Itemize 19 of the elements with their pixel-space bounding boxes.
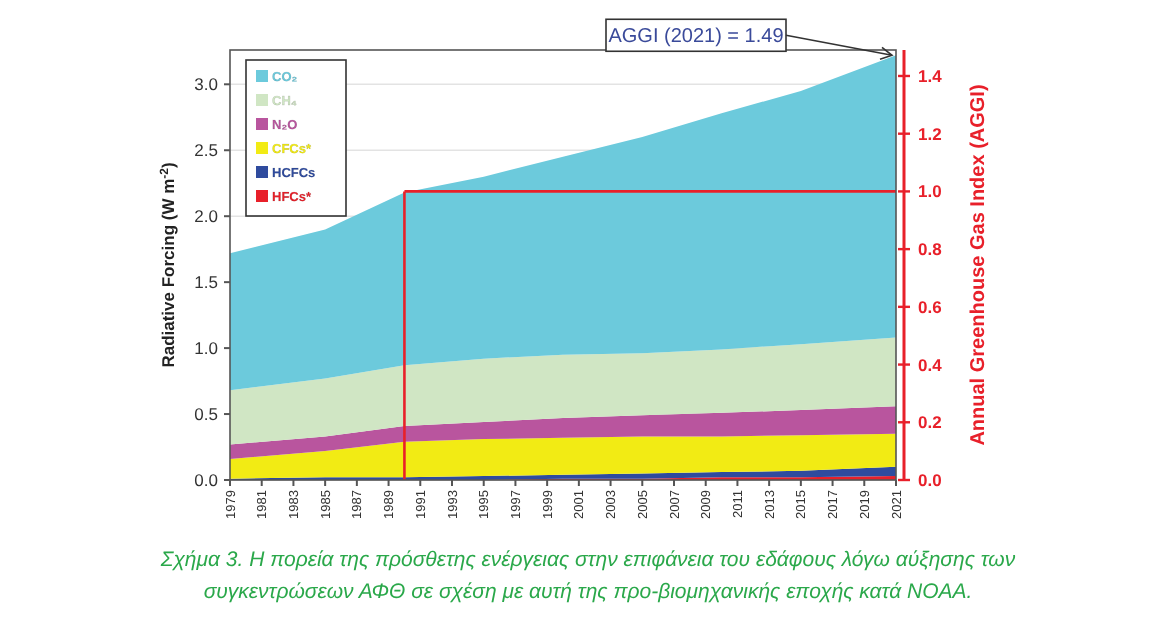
y-tick-label: 2.0 [194, 206, 219, 227]
y2-tick-label: 1.4 [918, 65, 943, 86]
annotation: AGGI (2021) = 1.49 [608, 26, 785, 49]
y-tick-label: 0.5 [194, 404, 219, 424]
y2-tick-label: 1.0 [918, 181, 943, 202]
text: Σχήμα 3. Η πορεία της πρόσθετης ενέργειας στην επιφάνεια του εδάφους λόγω αύξησης των [158, 548, 1017, 572]
y2-axis-title: Annual Greenhouse Gas Index (AGGI) [968, 84, 990, 446]
y2-tick-label: 0.2 [918, 412, 943, 433]
y-tick-label: 1.5 [194, 272, 219, 293]
y2-tick-label: 1.2 [918, 123, 943, 144]
y-tick-label: 0.0 [194, 469, 219, 490]
y-tick-label: 2.5 [194, 140, 219, 161]
y2-tick-label: 0.6 [918, 296, 943, 317]
y-tick-label: 3.0 [194, 74, 219, 95]
text: συγκεντρώσεων ΑΦΘ σε σχέση με αυτή της προ-βιομηχανικής εποχής κατά NOAA. [203, 580, 973, 604]
y2-tick-label: 0.0 [918, 469, 943, 490]
y2-tick-label: 0.4 [918, 354, 943, 375]
y2-tick-label: 0.8 [918, 239, 943, 260]
y-tick-label: 1.0 [194, 338, 219, 359]
